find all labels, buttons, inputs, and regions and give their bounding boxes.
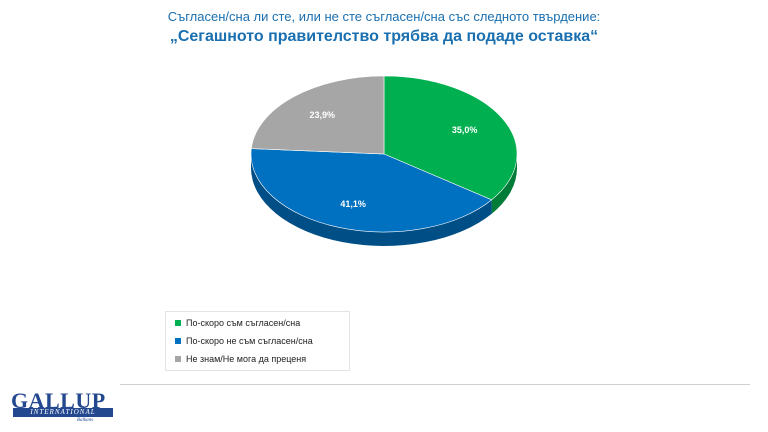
pie-slice-disagree: [250, 148, 493, 233]
pie-side-disagree: [251, 154, 492, 246]
legend-swatch-dont-know: [175, 356, 181, 362]
gallup-logo: GALLUP INTERNATIONAL Balkans: [11, 388, 121, 430]
legend-label-agree: По-скоро съм съгласен/сна: [186, 318, 301, 328]
logo-sub-text: INTERNATIONAL: [13, 408, 113, 417]
logo-region-text: Balkans: [77, 418, 94, 423]
footer-divider: [120, 384, 750, 385]
chart-legend: По-скоро съм съгласен/сна По-скоро не съ…: [165, 311, 350, 371]
legend-item-disagree: По-скоро не съм съгласен/сна: [175, 334, 313, 348]
legend-item-dont-know: Не знам/Не мога да преценя: [175, 352, 306, 366]
legend-swatch-agree: [175, 320, 181, 326]
legend-label-disagree: По-скоро не съм съгласен/сна: [186, 336, 313, 346]
pie-label-disagree: 41,1%: [340, 199, 366, 209]
legend-swatch-disagree: [175, 338, 181, 344]
legend-item-agree: По-скоро съм съгласен/сна: [175, 316, 300, 330]
pie-slice-dont-know: [250, 75, 385, 155]
pie-label-agree: 35,0%: [452, 125, 478, 135]
legend-label-dont-know: Не знам/Не мога да преценя: [186, 354, 307, 364]
chart-title: „Сегашното правителство трябва да подаде…: [169, 28, 599, 45]
pie-side-agree: [491, 154, 517, 214]
chart-question: Съгласен/сна ли сте, или не сте съгласен…: [167, 9, 601, 24]
pie-slice-agree: [383, 75, 518, 201]
pie-label-dont-know: 23,9%: [310, 110, 336, 120]
